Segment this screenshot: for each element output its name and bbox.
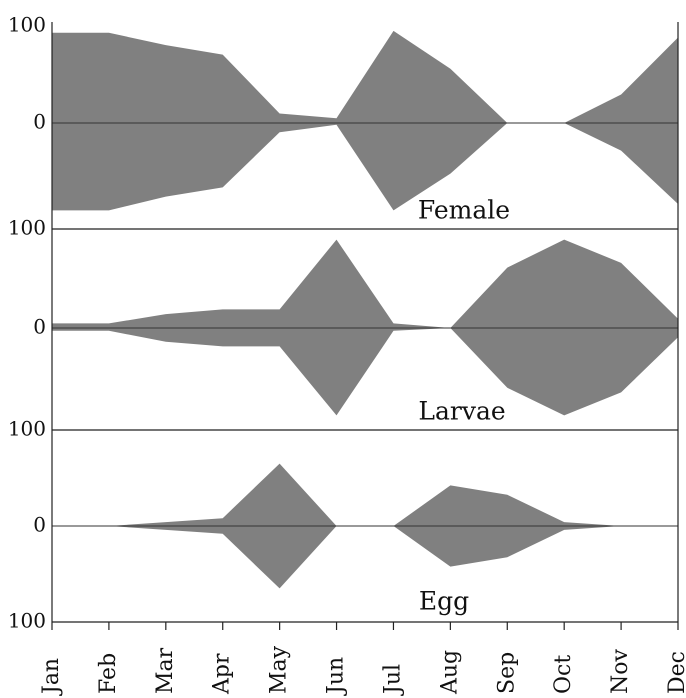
month-label-jun: Jun [324, 657, 349, 696]
month-label-jan: Jan [39, 658, 64, 696]
axes-group: 100 [8, 22, 679, 633]
month-label-may: May [267, 645, 292, 694]
panel-label-egg: Egg [419, 587, 469, 616]
month-label-nov: Nov [608, 649, 633, 694]
panels-group: 100 0 Female 100 0 Larvae 100 0 Egg [8, 13, 678, 616]
month-label-sep: Sep [494, 652, 519, 694]
month-label-jul: Jul [381, 664, 406, 696]
tick-zero-female: 0 [33, 110, 46, 134]
month-label-dec: Dec [665, 651, 686, 694]
tick-bottom: 100 [8, 609, 46, 633]
month-label-feb: Feb [96, 653, 121, 694]
month-label-apr: Apr [210, 653, 235, 695]
tick-top-female: 100 [8, 13, 46, 37]
month-label-aug: Aug [437, 650, 462, 695]
panel-label-female: Female [418, 196, 510, 225]
month-label-mar: Mar [153, 647, 178, 694]
area-egg [108, 463, 622, 589]
month-labels: Jan Feb Mar Apr May Jun Jul Aug Sep Oct Nov Dec [39, 622, 686, 696]
month-label-oct: Oct [551, 655, 576, 694]
tick-zero-egg: 0 [33, 513, 46, 537]
panel-label-larvae: Larvae [418, 397, 505, 426]
tick-zero-larvae: 0 [33, 315, 46, 339]
tick-top-egg: 100 [8, 417, 46, 441]
area-female [52, 30, 678, 211]
tick-top-larvae: 100 [8, 216, 46, 240]
panel-egg: 100 0 Egg [8, 417, 678, 616]
panel-female: 100 0 Female [8, 13, 678, 225]
panel-larvae: 100 0 Larvae [8, 216, 678, 426]
